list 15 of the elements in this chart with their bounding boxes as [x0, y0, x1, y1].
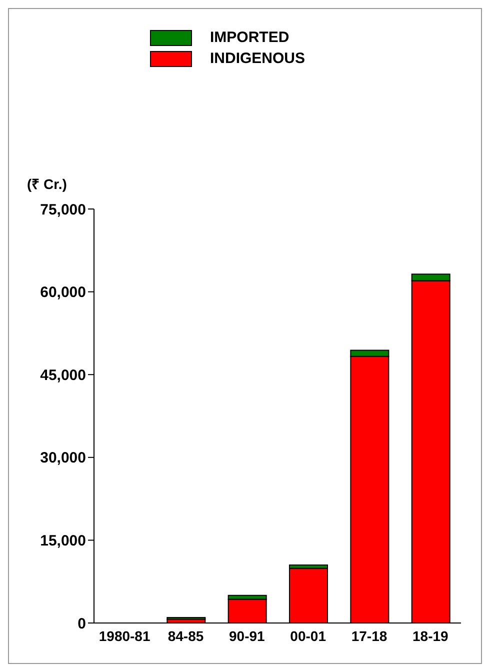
x-tick-label: 84-85: [168, 628, 204, 644]
x-tick-label: 1980-81: [98, 628, 150, 644]
x-tick-label: 18-19: [412, 628, 449, 644]
y-tick-label: 45,000: [40, 366, 86, 384]
x-tick-label: 90-91: [229, 628, 266, 644]
y-tick-label: 0: [78, 615, 86, 632]
x-tick-label: 17-18: [351, 628, 388, 644]
y-tick-label: 75,000: [40, 201, 86, 218]
legend-label: IMPORTED: [210, 29, 290, 46]
y-axis-title: (₹ Cr.): [27, 175, 67, 193]
y-tick-label: 60,000: [40, 284, 86, 302]
legend-label: INDIGENOUS: [210, 50, 306, 67]
y-tick-label: 30,000: [40, 450, 86, 467]
x-tick-label: 00-01: [290, 628, 326, 644]
y-tick-label: 15,000: [40, 532, 86, 550]
